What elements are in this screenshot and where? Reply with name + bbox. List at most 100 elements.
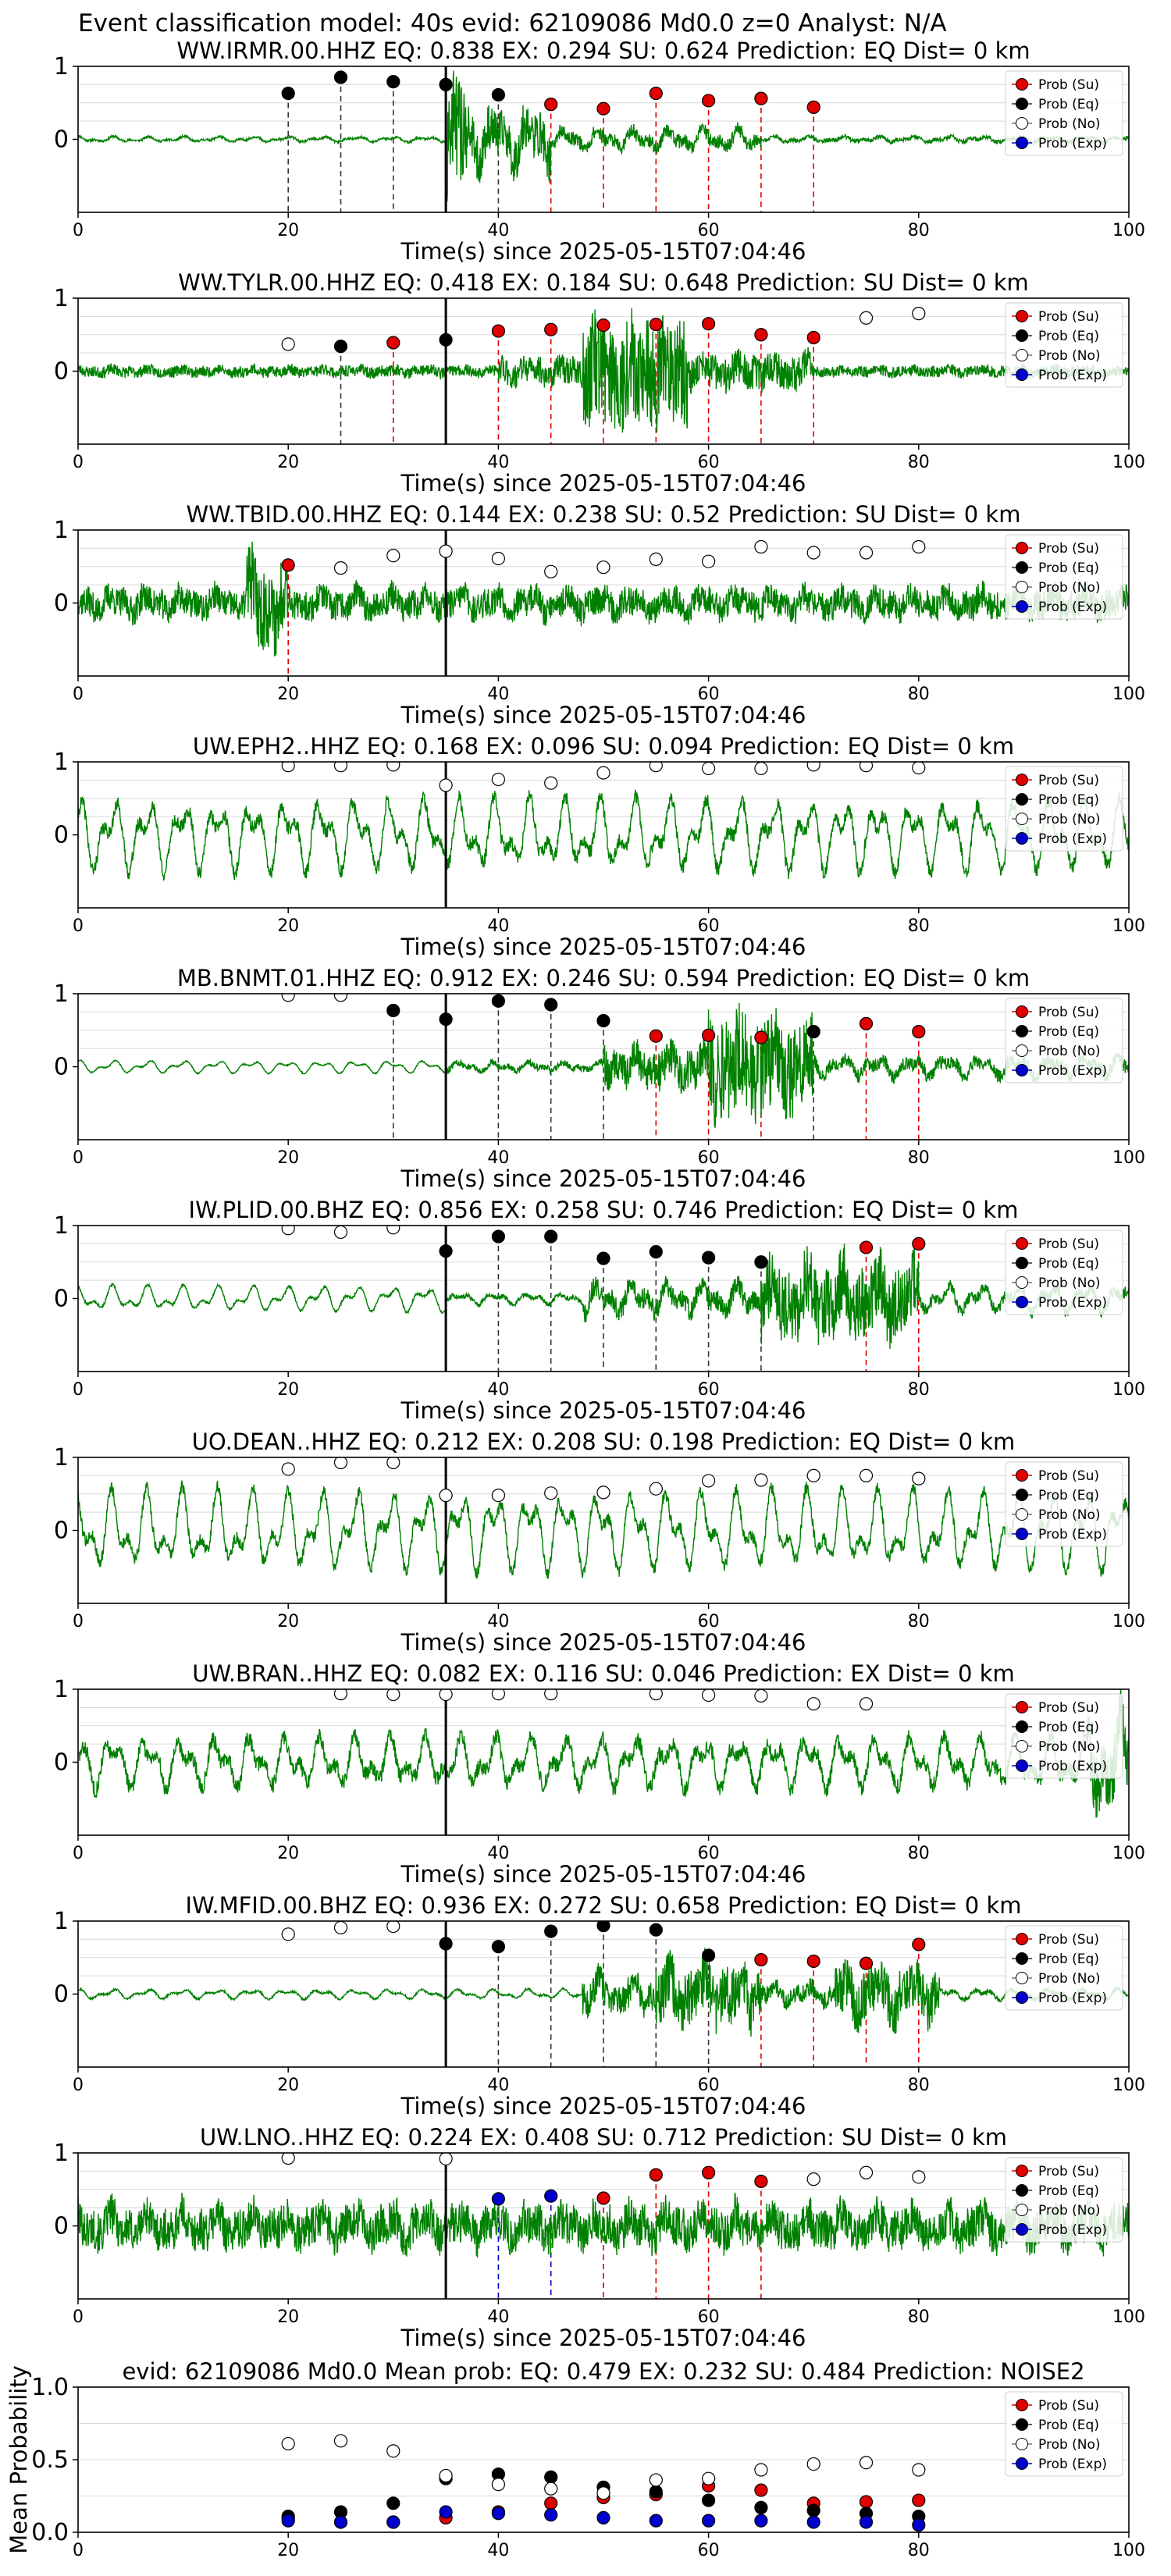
prob-point-no <box>649 552 663 567</box>
x-axis-label: Time(s) since 2025-05-15T07:04:46 <box>400 1629 806 1656</box>
prob-point-no <box>333 1457 348 1470</box>
prob-point-no <box>701 554 716 568</box>
prob-point-su <box>596 2191 610 2205</box>
y-tick-label: 0 <box>54 1054 69 1081</box>
y-tick-label: 1 <box>54 517 69 544</box>
x-axis-label: Time(s) since 2025-05-15T07:04:46 <box>400 238 806 265</box>
legend-item-exp: Prob (Exp) <box>1012 1991 1107 2006</box>
prob-point-su <box>912 1236 926 1251</box>
x-tick-label: 0 <box>73 685 84 704</box>
legend-item-su: Prob (Su) <box>1012 2164 1099 2179</box>
x-tick-label: 60 <box>698 1380 720 1400</box>
prob-point-su <box>491 324 506 338</box>
legend-item-eq: Prob (Eq) <box>1012 560 1099 576</box>
legend-item-su: Prob (Su) <box>1012 773 1099 788</box>
legend-marker <box>1016 561 1028 574</box>
prob-point-no <box>281 1462 295 1476</box>
prob-point-no <box>281 994 295 1002</box>
mean-point-exp <box>649 2514 663 2528</box>
prob-point-eq <box>754 1255 768 1269</box>
x-tick-label: 20 <box>277 221 299 240</box>
panel-title: UW.BRAN..HHZ EQ: 0.082 EX: 0.116 SU: 0.0… <box>192 1660 1015 1687</box>
legend-label: Prob (Su) <box>1038 541 1099 557</box>
waveform-trace <box>78 70 1129 209</box>
prob-point-exp <box>544 2189 558 2203</box>
legend-marker <box>1016 2399 1028 2411</box>
mean-point-no <box>754 2463 768 2477</box>
prob-point-su <box>701 2165 716 2179</box>
x-axis-label: Time(s) since 2025-05-15T07:04:46 <box>400 470 806 496</box>
legend-label: Prob (Exp) <box>1038 368 1107 383</box>
x-tick-label: 100 <box>1112 685 1145 704</box>
panel-title: MB.BNMT.01.HHZ EQ: 0.912 EX: 0.246 SU: 0… <box>177 965 1030 991</box>
legend-marker <box>1016 1952 1028 1965</box>
panels-container: WW.IRMR.00.HHZ EQ: 0.838 EX: 0.294 SU: 0… <box>5 37 1145 2560</box>
legend-label: Prob (No) <box>1038 348 1101 364</box>
prob-point-eq <box>491 1940 506 1954</box>
axes-frame <box>77 1688 1130 1836</box>
legend-item-exp: Prob (Exp) <box>1012 1759 1107 1774</box>
legend-label: Prob (Su) <box>1038 1700 1099 1716</box>
legend-marker <box>1016 329 1028 342</box>
prob-point-su <box>754 1030 768 1044</box>
x-tick-label: 100 <box>1112 2541 1145 2560</box>
legend-label: Prob (Su) <box>1038 77 1099 93</box>
prob-point-no <box>912 307 926 321</box>
mean-point-no <box>596 2486 610 2500</box>
x-tick-label: 20 <box>277 2541 299 2560</box>
legend-marker <box>1016 774 1028 786</box>
legend-box <box>1005 1693 1123 1779</box>
x-tick-label: 60 <box>698 685 720 704</box>
legend-label: Prob (Su) <box>1038 2164 1099 2179</box>
prob-point-no <box>439 1689 453 1702</box>
prob-point-no <box>281 1927 295 1941</box>
x-tick-label: 60 <box>698 1148 720 1168</box>
mean-point-exp <box>386 2515 400 2529</box>
legend-label: Prob (Exp) <box>1038 2457 1107 2472</box>
mean-point-eq <box>701 2493 716 2507</box>
legend-marker <box>1016 1257 1028 1269</box>
prob-point-su <box>912 1025 926 1039</box>
x-tick-label: 100 <box>1112 453 1145 472</box>
legend-label: Prob (No) <box>1038 2203 1101 2218</box>
x-tick-label: 60 <box>698 916 720 936</box>
prob-point-no <box>491 551 506 566</box>
prob-point-eq <box>544 1229 558 1244</box>
x-tick-label: 20 <box>277 1612 299 1631</box>
prob-point-no <box>281 1226 295 1236</box>
prob-point-no <box>386 1226 400 1235</box>
x-tick-label: 80 <box>908 916 930 936</box>
prob-point-no <box>281 337 295 351</box>
legend-label: Prob (Eq) <box>1038 560 1099 576</box>
prob-point-no <box>806 762 820 772</box>
x-tick-label: 20 <box>277 1148 299 1168</box>
prob-point-eq <box>806 1025 820 1039</box>
prob-point-su <box>649 2168 663 2182</box>
legend-label: Prob (No) <box>1038 2437 1101 2453</box>
prob-point-su <box>386 336 400 350</box>
legend-marker <box>1016 1296 1028 1308</box>
prob-point-su <box>912 1937 926 1952</box>
legend-marker <box>1016 98 1028 110</box>
legend-marker <box>1016 600 1028 613</box>
legend-item-eq: Prob (Eq) <box>1012 1024 1099 1040</box>
prob-point-su <box>754 2174 768 2189</box>
prob-point-no <box>281 2153 295 2165</box>
x-tick-label: 100 <box>1112 1844 1145 1863</box>
x-tick-label: 40 <box>487 916 509 936</box>
legend-label: Prob (No) <box>1038 1276 1101 1291</box>
prob-point-no <box>386 549 400 563</box>
mean-point-no <box>544 2482 558 2496</box>
prob-point-no <box>701 1474 716 1488</box>
x-tick-label: 80 <box>908 1844 930 1863</box>
legend-4: Prob (Su) Prob (Eq) Prob (No) Prob (Exp) <box>1005 998 1123 1083</box>
prob-point-eq <box>439 333 453 347</box>
legend-item-no: Prob (No) <box>1012 348 1101 364</box>
prob-point-no <box>491 1489 506 1503</box>
mean-point-eq <box>754 2500 768 2514</box>
legend-marker <box>1016 1740 1028 1752</box>
prob-point-eq <box>386 1003 400 1018</box>
legend-marker <box>1016 2457 1028 2470</box>
prob-point-eq <box>596 1921 610 1933</box>
y-tick-label: 0 <box>54 590 69 617</box>
